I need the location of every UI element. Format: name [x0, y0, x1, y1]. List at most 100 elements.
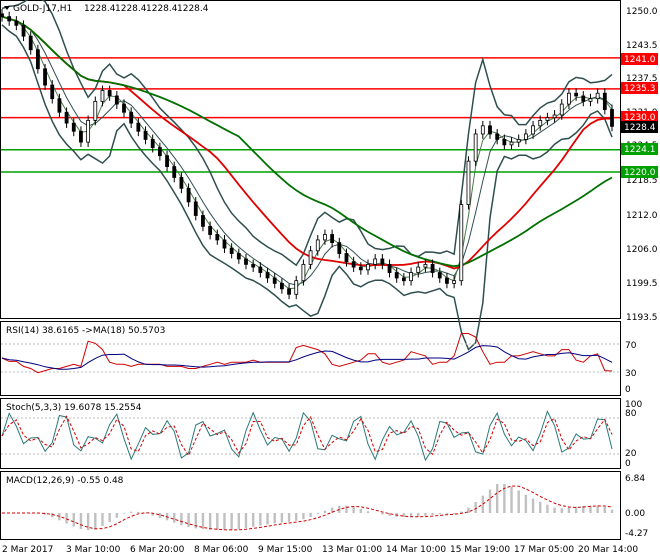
macd-histogram-bar: [86, 513, 90, 531]
rsi-line: [1, 333, 613, 374]
macd-histogram-bar: [452, 513, 456, 514]
candle-body: [179, 177, 184, 189]
candle-body: [358, 266, 363, 271]
level-tag: 1235.3: [624, 84, 656, 94]
macd-histogram-bar: [474, 501, 477, 513]
candle-body: [229, 247, 234, 254]
price-tick: 1237.5: [626, 74, 658, 84]
macd-histogram-bar: [216, 513, 219, 531]
candle-body: [559, 103, 564, 116]
macd-histogram-bar: [287, 513, 291, 522]
candle-body: [7, 16, 12, 22]
time-label: 3 Mar 10:00: [66, 545, 121, 555]
candle-body: [495, 133, 500, 140]
candle-body: [143, 130, 148, 140]
macd-histogram-bar: [251, 513, 255, 527]
candle-body: [308, 250, 313, 265]
macd-panel[interactable]: [0, 471, 621, 540]
candle-body: [480, 125, 485, 135]
stoch-tick: 100: [625, 400, 642, 410]
candle-body: [488, 125, 492, 135]
macd-histogram-bar: [417, 513, 420, 517]
macd-histogram-bar: [366, 511, 370, 513]
macd-histogram-bar: [244, 513, 248, 529]
price-tick: 1193.5: [626, 313, 658, 323]
candle-body: [157, 147, 162, 157]
stoch-main-line: [1, 410, 613, 462]
price-tick: 1218.5: [626, 176, 658, 186]
stoch-panel[interactable]: [0, 398, 621, 469]
time-label: 15 Mar 19:00: [450, 545, 510, 555]
candle-body: [430, 263, 435, 273]
candle-body: [236, 253, 241, 260]
level-tag: 1230.0: [624, 113, 656, 123]
macd-histogram-bar: [431, 513, 434, 515]
macd-histogram-bar: [29, 513, 32, 514]
candle-body: [315, 239, 320, 252]
macd-histogram-bar: [402, 513, 406, 518]
candle-body: [531, 125, 535, 135]
macd-histogram-bar: [208, 513, 212, 530]
candle-body: [401, 277, 406, 282]
candle-body: [366, 263, 370, 271]
time-label: 6 Mar 20:00: [130, 545, 185, 555]
main-chart-layer: [0, 0, 620, 351]
main-chart-panel[interactable]: [0, 0, 621, 319]
candle-body: [552, 114, 557, 119]
candle-body: [64, 111, 69, 124]
candle-body: [129, 111, 134, 124]
macd-histogram-bar: [596, 505, 599, 513]
candle-body: [0, 13, 4, 18]
candle-body: [323, 234, 327, 241]
price-tick: 1199.5: [626, 279, 658, 289]
macd-histogram-bar: [295, 513, 298, 521]
macd-histogram-bar: [15, 513, 18, 514]
candle-body: [193, 201, 198, 216]
macd-histogram-bar: [495, 484, 499, 513]
macd-histogram-bar: [438, 513, 441, 515]
candle-body: [301, 263, 306, 282]
macd-histogram-bar: [151, 513, 154, 516]
stoch-tick: 0: [625, 459, 631, 469]
macd-histogram-bar: [546, 504, 549, 513]
candle-body: [215, 234, 220, 241]
candle-body: [35, 49, 40, 70]
macd-histogram-bar: [158, 513, 162, 518]
ohlc-high: 1228.4: [115, 4, 147, 14]
macd-histogram-bar: [316, 513, 319, 514]
candle-body: [473, 133, 478, 162]
macd-histogram-bar: [352, 506, 355, 513]
macd-histogram-bar: [589, 505, 592, 513]
level-tags: 1241.0 1235.3 1230.0 1228.4 1224.1 1220.…: [621, 53, 658, 178]
macd-histogram-bar: [259, 513, 262, 526]
candle-body: [545, 117, 550, 121]
macd-histogram-bar: [122, 513, 126, 514]
ohlc-open: 1228.4: [84, 4, 116, 14]
level-tag-bg: [621, 143, 658, 155]
time-label: 9 Mar 15:00: [258, 545, 313, 555]
macd-histogram-bar: [43, 513, 47, 515]
candle-body: [251, 263, 256, 268]
bollinger-middle-band: [1, 16, 613, 286]
candle-body: [588, 98, 593, 102]
dropdown-triangle-icon[interactable]: [4, 6, 10, 10]
candle-body: [445, 277, 449, 284]
time-label: 8 Mar 06:00: [194, 545, 249, 555]
macd-histogram-bar: [488, 489, 492, 513]
stoch-tick: 20: [625, 449, 637, 459]
macd-histogram-bar: [603, 506, 607, 513]
macd-histogram-bar: [560, 508, 563, 513]
macd-histogram-bar: [330, 507, 334, 513]
candle-body: [574, 92, 579, 97]
candle-body: [122, 103, 126, 113]
macd-histogram-bar: [237, 513, 241, 530]
rsi-tick: 30: [625, 369, 637, 379]
macd-histogram-bar: [266, 513, 269, 525]
candle-body: [380, 258, 385, 265]
ohlc-low: 1228.4: [146, 4, 178, 14]
candle-body: [351, 261, 356, 268]
macd-histogram-bar: [388, 513, 391, 516]
macd-histogram-bar: [539, 501, 542, 513]
macd-histogram-bar: [381, 513, 384, 515]
macd-histogram-bar: [273, 513, 276, 524]
